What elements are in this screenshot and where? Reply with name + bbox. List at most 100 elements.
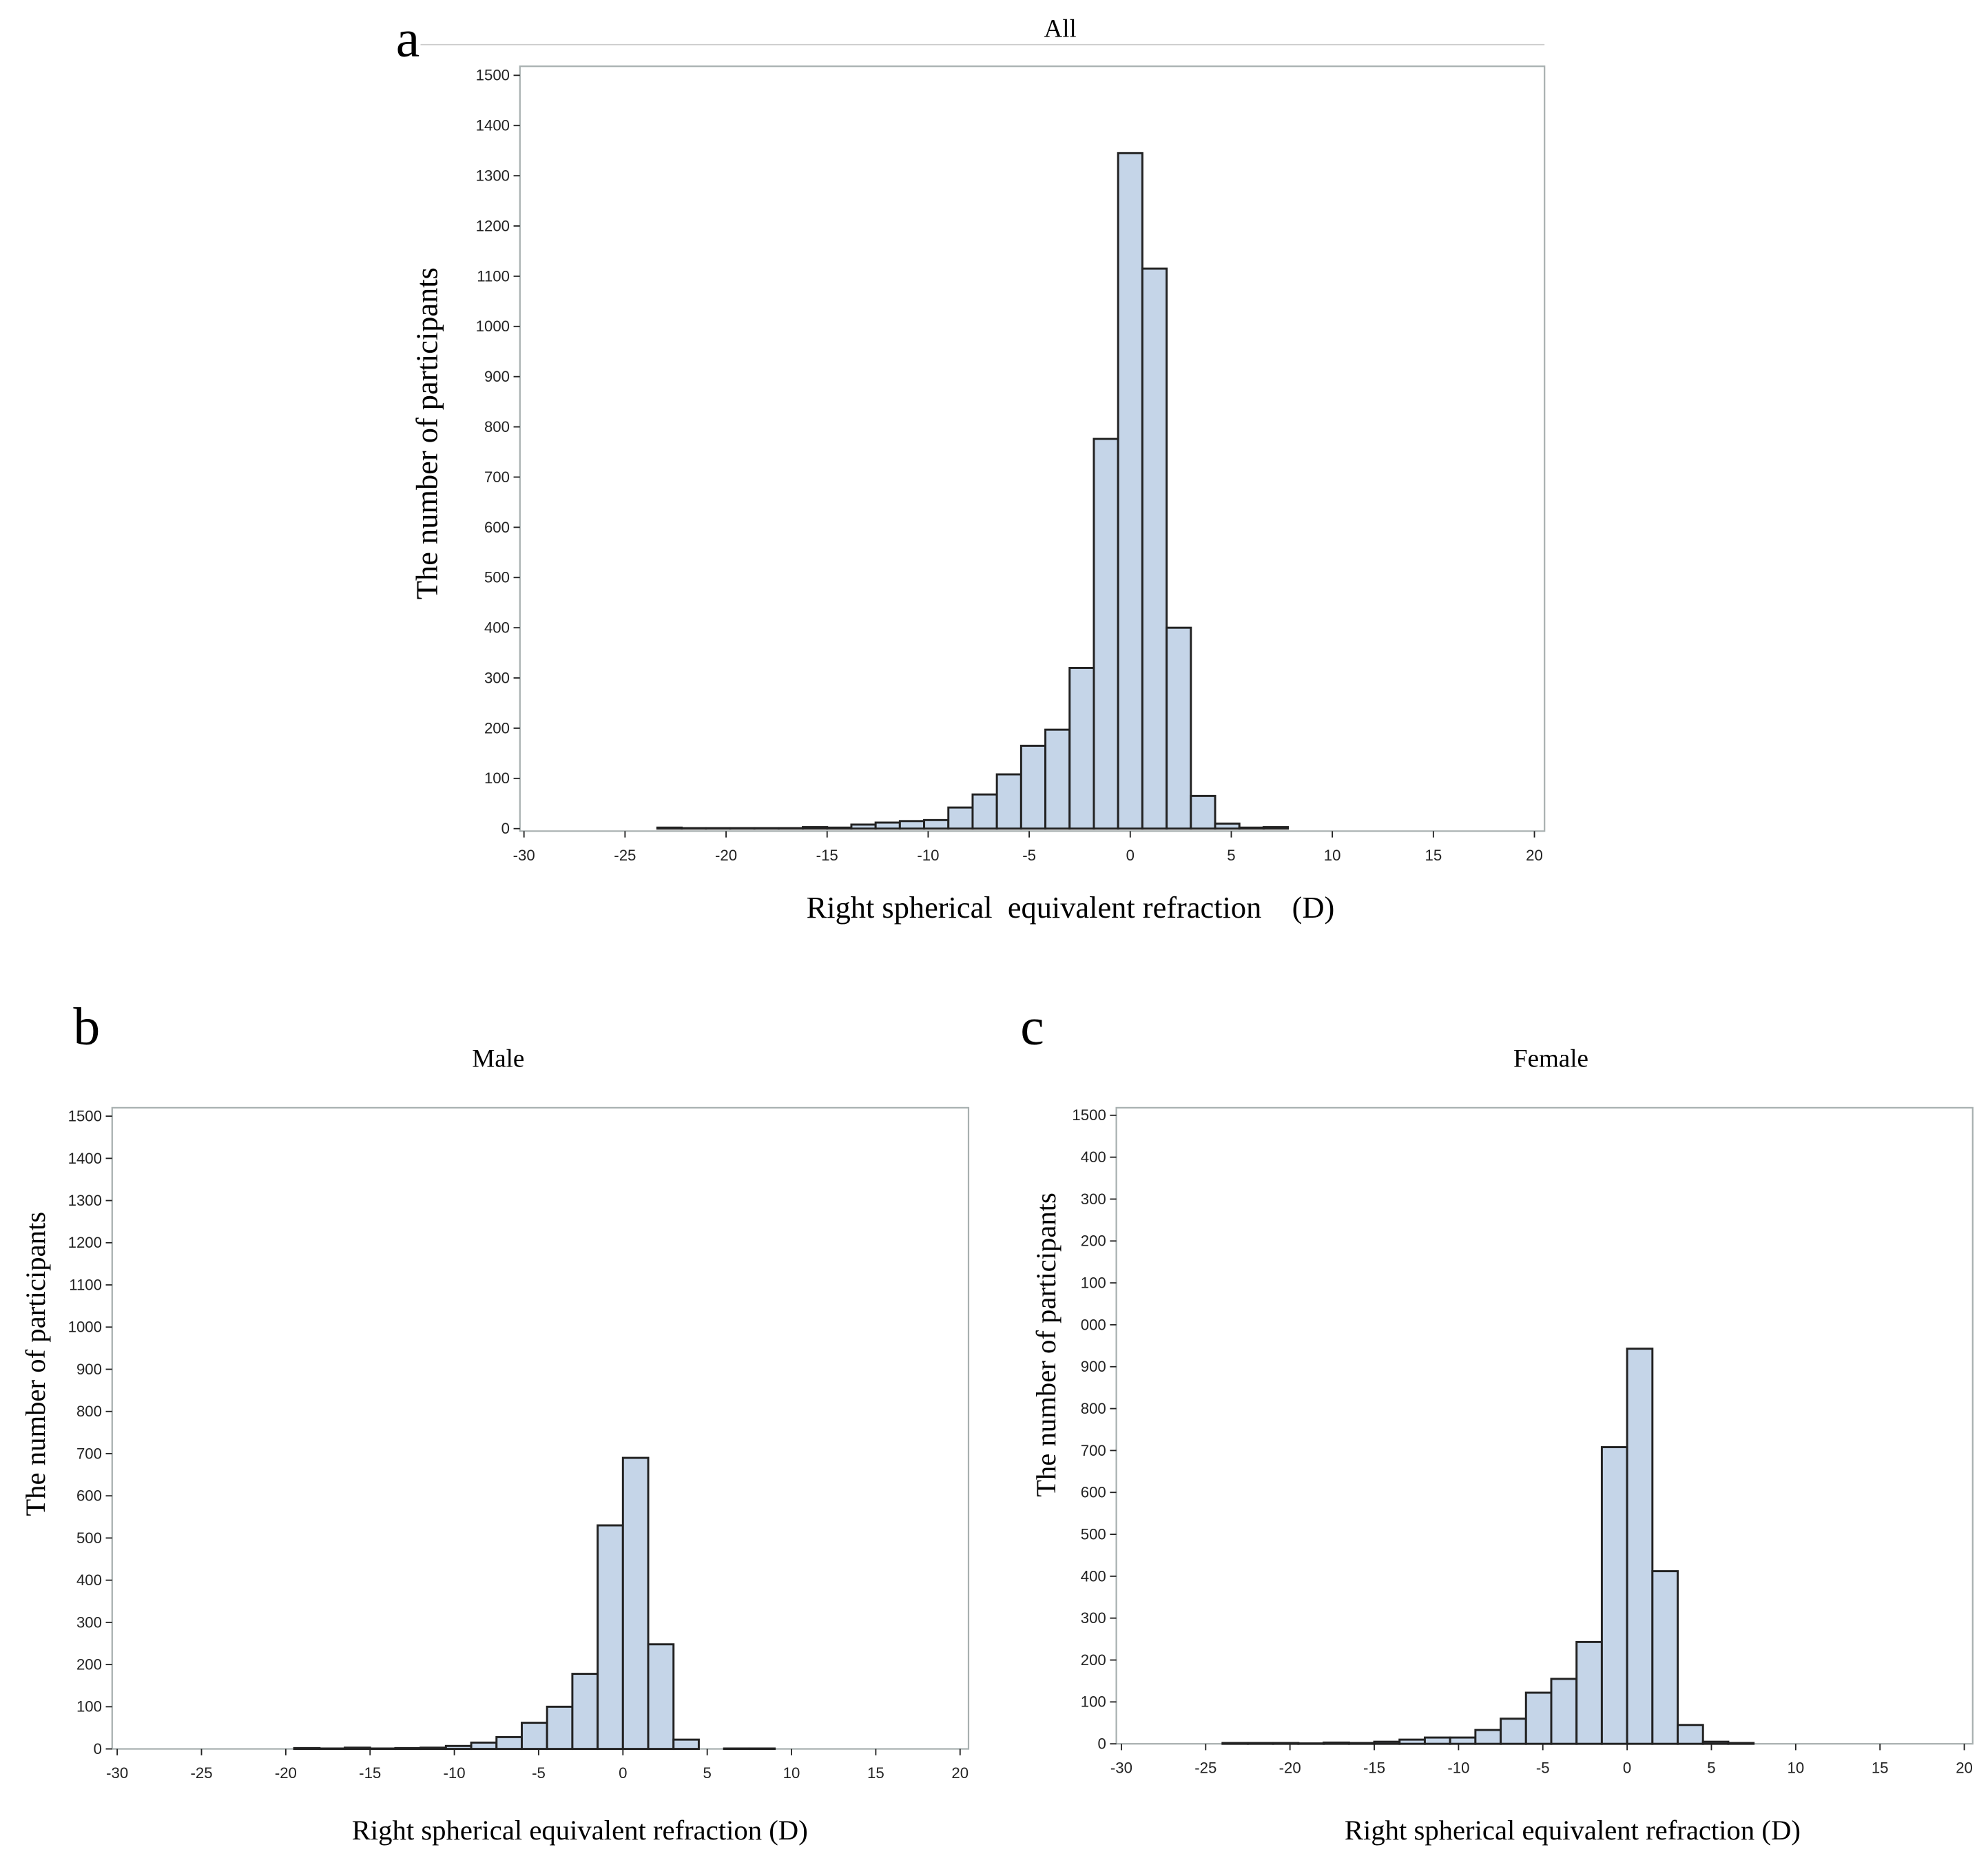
bar [597,1524,624,1751]
y-tick-label: 100 [1081,1275,1106,1292]
x-tick-label: -15 [359,1764,381,1782]
bar [1044,728,1071,830]
x-tick-label: -25 [1194,1760,1216,1777]
x-axis-label: Right spherical equivalent refraction (D… [1345,1815,1801,1846]
x-tick-label: -30 [106,1764,128,1782]
y-tick-label: 1400 [68,1150,102,1167]
bar [344,1746,371,1751]
y-tick-label: 1300 [68,1192,102,1209]
bar [826,826,853,830]
x-tick-label: 15 [1872,1760,1889,1777]
y-tick-label: 000 [1081,1316,1106,1333]
bar [1093,437,1119,830]
y-tick-label: 500 [76,1529,102,1547]
y-tick-label: 1100 [477,267,510,285]
panel-label: c [1020,996,1044,1055]
x-tick-label: -25 [614,847,636,864]
y-tick-label: 900 [76,1361,102,1378]
bar [995,773,1022,830]
bar [444,1744,473,1751]
y-tick-label: 1500 [68,1108,102,1125]
bar [923,818,950,830]
bar [753,827,780,830]
x-axis-label: Right spherical equivalent refraction (D… [352,1815,808,1846]
bar [1727,1742,1755,1745]
y-tick-label: 400 [484,619,510,637]
bar [681,827,707,830]
chart-title: All [1044,15,1077,43]
bar [1238,826,1265,830]
bar [1373,1740,1401,1745]
bar [1019,744,1047,830]
bar [1550,1678,1578,1745]
bar [1214,822,1241,830]
x-tick-label: -20 [275,1764,297,1782]
bar [777,827,805,830]
x-tick-label: 5 [1707,1760,1715,1777]
bar [1626,1348,1654,1745]
bar [1677,1724,1704,1745]
y-tick-label: 0 [94,1740,102,1757]
x-tick-label: -20 [1279,1760,1301,1777]
y-tick-label: 1200 [476,217,510,234]
x-tick-label: 0 [1126,847,1135,864]
bar [293,1746,321,1751]
x-tick-label: 10 [783,1764,800,1782]
y-tick-label: 700 [484,468,510,486]
y-tick-label: 1200 [68,1234,102,1251]
bar [850,823,877,830]
bar [1701,1740,1730,1745]
bar [874,821,901,830]
y-tick-label: 700 [1081,1442,1106,1459]
bar [1524,1691,1553,1745]
x-tick-label: -5 [532,1764,546,1782]
x-tick-label: -15 [816,847,838,864]
y-axis-label: The number of participants [20,1212,51,1516]
bar [1323,1741,1350,1745]
bar [1247,1742,1274,1745]
y-tick-label: 200 [1081,1651,1106,1669]
bar [394,1746,422,1751]
y-tick-label: 1500 [1072,1106,1106,1124]
x-tick-label: 10 [1787,1760,1804,1777]
plot-frame [111,1106,970,1750]
bar [420,1746,447,1751]
x-tick-label: 0 [1623,1760,1631,1777]
y-tick-label: 200 [76,1656,102,1673]
panel-label: a [396,8,420,68]
bar [898,820,926,830]
y-tick-label: 400 [76,1571,102,1589]
x-tick-label: 5 [1227,847,1235,864]
chart-title: Female [1513,1045,1588,1073]
bar [1262,826,1290,830]
x-axis-label: Right spherical equivalent refraction (D… [807,890,1335,925]
y-tick-label: 800 [484,418,510,435]
y-tick-label: 400 [1081,1567,1106,1585]
bar [647,1643,675,1751]
y-tick-label: 1000 [476,318,510,335]
y-tick-label: 100 [1081,1693,1106,1711]
x-tick-label: 15 [867,1764,884,1782]
y-tick-label: 200 [1081,1233,1106,1250]
y-tick-label: 400 [1081,1148,1106,1166]
x-tick-label: -30 [513,847,535,864]
y-tick-label: 300 [1081,1190,1106,1208]
bar [571,1673,599,1751]
x-tick-label: 20 [1526,847,1543,864]
bar [1449,1736,1477,1745]
bar [1117,152,1143,830]
x-tick-label: -20 [715,847,737,864]
y-tick-label: 1000 [68,1319,102,1336]
bar [802,826,829,830]
y-tick-label: 600 [484,519,510,536]
y-axis-label: The number of participants [1031,1193,1062,1497]
bar [1575,1640,1603,1745]
bar [1651,1570,1679,1745]
x-tick-label: -10 [444,1764,466,1782]
y-tick-label: 100 [484,770,510,787]
y-tick-label: 900 [1081,1358,1106,1375]
x-tick-label: -30 [1110,1760,1132,1777]
bar [705,827,732,830]
bar [656,826,683,830]
